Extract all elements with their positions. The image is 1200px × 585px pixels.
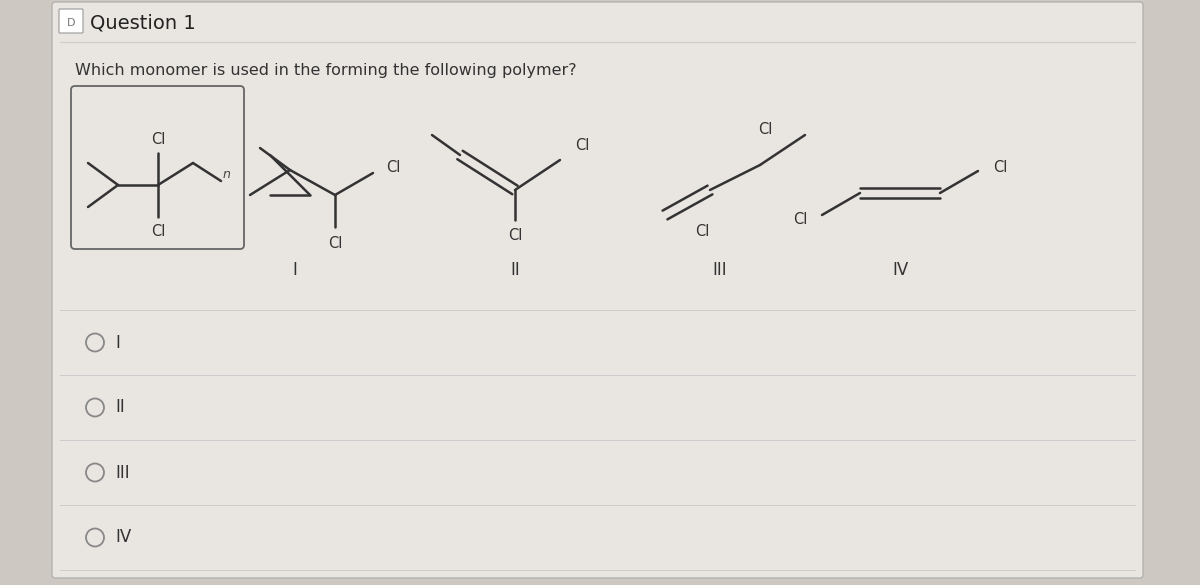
Text: Cl: Cl [386, 160, 400, 174]
Text: Question 1: Question 1 [90, 13, 196, 33]
Text: I: I [293, 261, 298, 279]
Text: Cl: Cl [992, 160, 1007, 174]
Text: D: D [67, 18, 76, 28]
Text: Which monomer is used in the forming the following polymer?: Which monomer is used in the forming the… [74, 63, 577, 77]
Text: Cl: Cl [793, 212, 808, 226]
Text: I: I [115, 333, 120, 352]
Text: III: III [713, 261, 727, 279]
Text: n: n [223, 168, 230, 181]
Text: IV: IV [115, 528, 131, 546]
Text: II: II [510, 261, 520, 279]
Text: Cl: Cl [575, 139, 589, 153]
Text: IV: IV [892, 261, 908, 279]
Text: III: III [115, 463, 130, 481]
FancyBboxPatch shape [52, 2, 1142, 578]
Text: Cl: Cl [695, 225, 709, 239]
Text: Cl: Cl [328, 236, 342, 250]
Text: Cl: Cl [151, 223, 166, 239]
Text: Cl: Cl [508, 229, 522, 243]
Text: Cl: Cl [151, 132, 166, 146]
FancyBboxPatch shape [59, 9, 83, 33]
Text: II: II [115, 398, 125, 417]
Text: Cl: Cl [758, 122, 772, 136]
